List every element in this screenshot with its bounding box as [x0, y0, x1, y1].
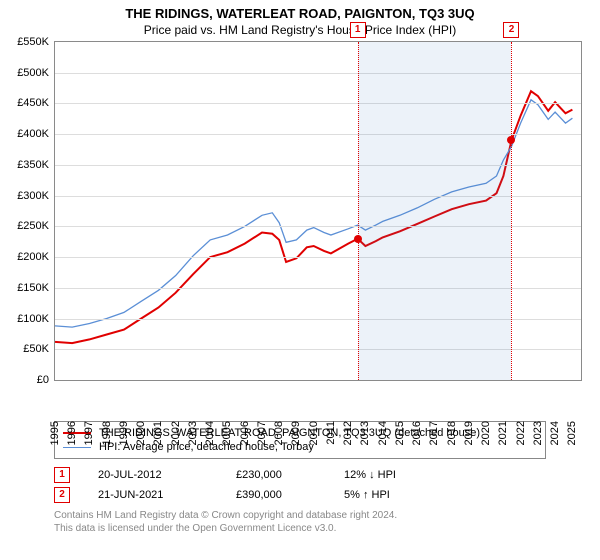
x-axis: 1995199619971998199920002001200220032004… — [54, 381, 582, 417]
y-tick-label: £300K — [17, 190, 49, 202]
y-tick-label: £350K — [17, 159, 49, 171]
x-tick-label: 2001 — [152, 421, 164, 445]
footer-line: This data is licensed under the Open Gov… — [54, 522, 546, 535]
marker-dot — [354, 235, 362, 243]
x-tick-label: 2004 — [204, 421, 216, 445]
x-tick-label: 2011 — [325, 421, 337, 445]
highlight-region — [358, 42, 512, 380]
marker-label: 1 — [350, 22, 366, 38]
sale-delta: 12% ↓ HPI — [344, 469, 434, 481]
x-tick-label: 2017 — [428, 421, 440, 445]
marker-line — [358, 42, 359, 380]
x-tick-label: 1996 — [66, 421, 78, 445]
sale-marker: 2 — [54, 487, 70, 503]
x-tick-label: 1999 — [118, 421, 130, 445]
x-tick-label: 2025 — [566, 421, 578, 445]
x-tick-label: 2024 — [549, 421, 561, 445]
x-tick-label: 2007 — [256, 421, 268, 445]
x-tick-label: 2000 — [135, 421, 147, 445]
sale-price: £390,000 — [236, 489, 316, 501]
x-tick-label: 1998 — [101, 421, 113, 445]
sale-row: 2 21-JUN-2021 £390,000 5% ↑ HPI — [54, 485, 546, 505]
x-tick-label: 2012 — [342, 421, 354, 445]
x-tick-label: 2006 — [239, 421, 251, 445]
x-tick-label: 2016 — [411, 421, 423, 445]
marker-label: 2 — [503, 22, 519, 38]
y-tick-label: £0 — [37, 374, 49, 386]
x-tick-label: 2019 — [463, 421, 475, 445]
x-tick-label: 2020 — [480, 421, 492, 445]
sale-price: £230,000 — [236, 469, 316, 481]
chart-plot-area: £0£50K£100K£150K£200K£250K£300K£350K£400… — [54, 41, 582, 381]
chart-title: THE RIDINGS, WATERLEAT ROAD, PAIGNTON, T… — [0, 0, 600, 21]
x-tick-label: 2008 — [273, 421, 285, 445]
x-tick-label: 2003 — [187, 421, 199, 445]
sale-delta: 5% ↑ HPI — [344, 489, 434, 501]
y-tick-label: £500K — [17, 67, 49, 79]
x-tick-label: 2014 — [377, 421, 389, 445]
x-tick-label: 2010 — [308, 421, 320, 445]
y-tick-label: £250K — [17, 220, 49, 232]
sale-date: 20-JUL-2012 — [98, 469, 208, 481]
sales-table: 1 20-JUL-2012 £230,000 12% ↓ HPI 2 21-JUN-202… — [54, 465, 546, 505]
x-tick-label: 2023 — [532, 421, 544, 445]
y-tick-label: £550K — [17, 36, 49, 48]
footer-attribution: Contains HM Land Registry data © Crown c… — [54, 509, 546, 535]
sale-marker: 1 — [54, 467, 70, 483]
x-tick-label: 2018 — [446, 421, 458, 445]
marker-line — [511, 42, 512, 380]
y-tick-label: £100K — [17, 313, 49, 325]
x-tick-label: 2015 — [394, 421, 406, 445]
x-tick-label: 2009 — [290, 421, 302, 445]
legend-swatch — [63, 447, 91, 448]
y-tick-label: £150K — [17, 282, 49, 294]
x-tick-label: 1995 — [49, 421, 61, 445]
y-tick-label: £50K — [23, 343, 49, 355]
x-tick-label: 2005 — [221, 421, 233, 445]
x-tick-label: 2002 — [170, 421, 182, 445]
sale-date: 21-JUN-2021 — [98, 489, 208, 501]
x-tick-label: 2021 — [497, 421, 509, 445]
x-tick-label: 1997 — [83, 421, 95, 445]
y-tick-label: £200K — [17, 251, 49, 263]
chart-container: THE RIDINGS, WATERLEAT ROAD, PAIGNTON, T… — [0, 0, 600, 560]
x-tick-label: 2013 — [359, 421, 371, 445]
sale-row: 1 20-JUL-2012 £230,000 12% ↓ HPI — [54, 465, 546, 485]
y-tick-label: £400K — [17, 128, 49, 140]
y-tick-label: £450K — [17, 97, 49, 109]
x-tick-label: 2022 — [515, 421, 527, 445]
footer-line: Contains HM Land Registry data © Crown c… — [54, 509, 546, 522]
marker-dot — [507, 136, 515, 144]
